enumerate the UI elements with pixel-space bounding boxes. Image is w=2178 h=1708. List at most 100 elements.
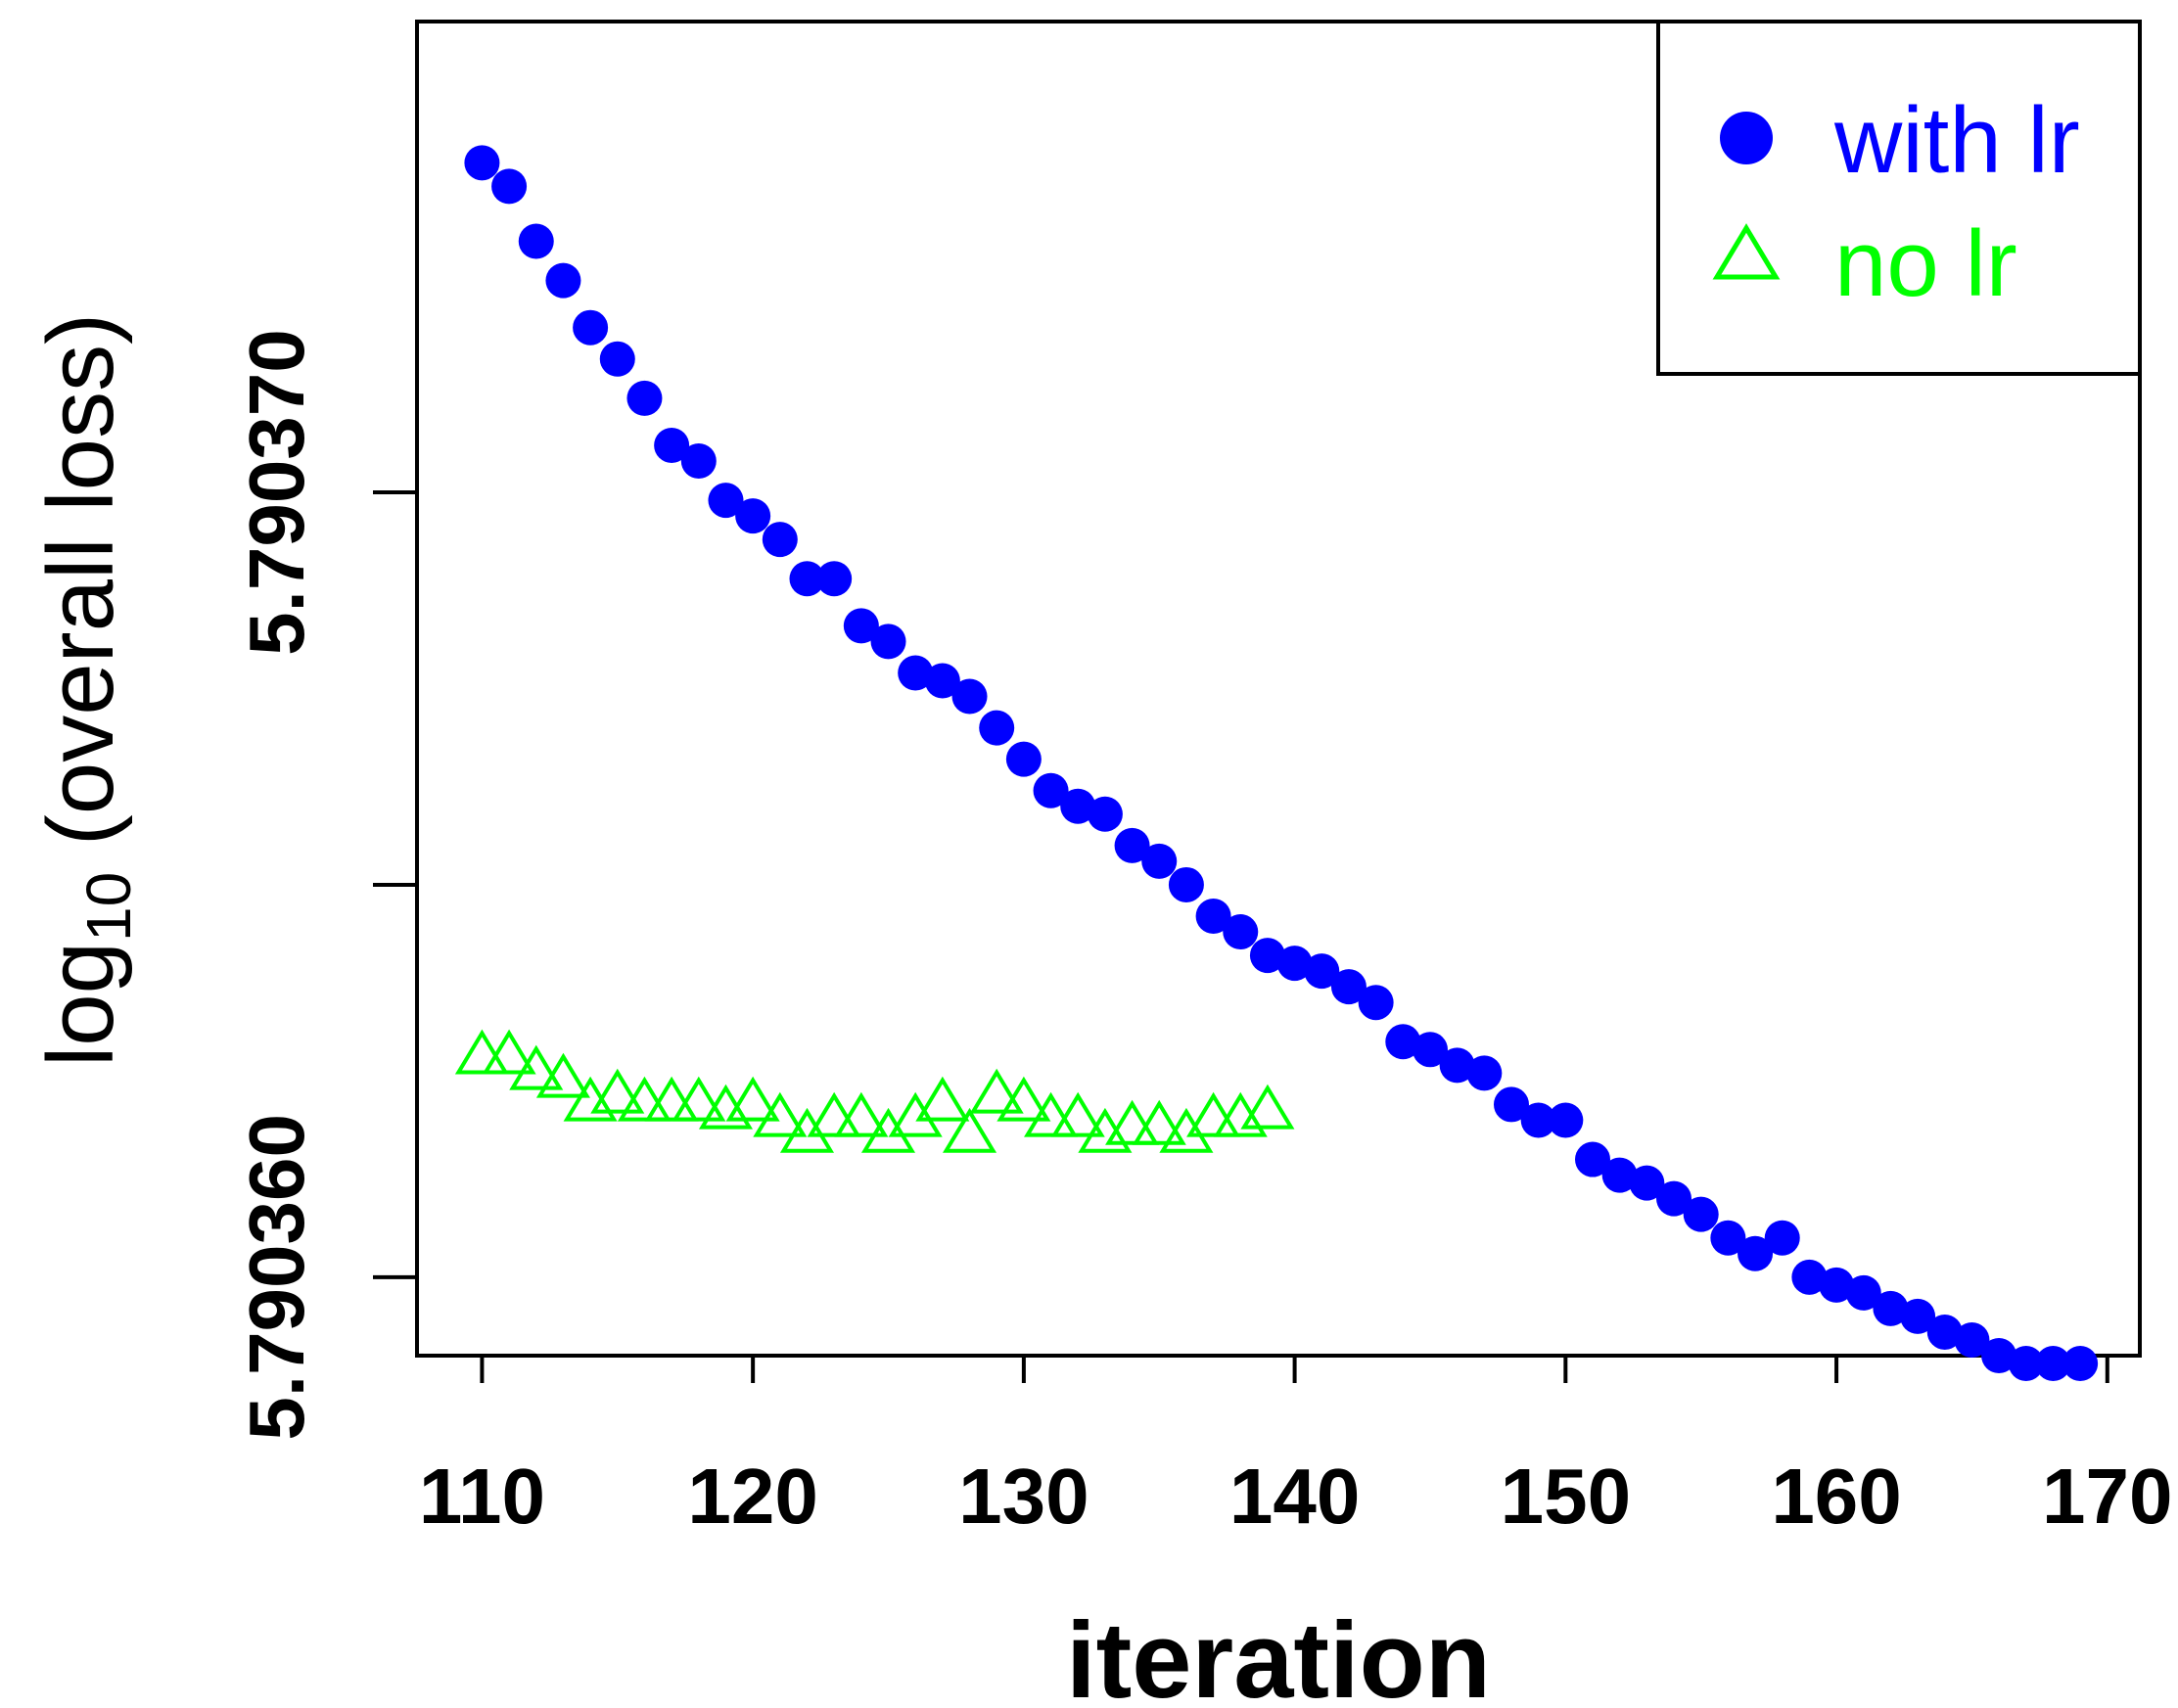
series-no-lr [454, 1029, 1295, 1153]
data-point [518, 223, 554, 259]
data-point [1548, 1102, 1584, 1138]
data-point [708, 483, 744, 519]
legend-label-with-lr: with lr [1833, 88, 2080, 193]
data-point [779, 1107, 835, 1153]
data-point [1195, 899, 1231, 935]
data-point [1358, 985, 1394, 1021]
data-point [1249, 938, 1285, 974]
data-point [1159, 1107, 1214, 1153]
data-point [1078, 1107, 1133, 1153]
data-point [491, 168, 528, 205]
data-point [1330, 969, 1367, 1005]
data-point [626, 380, 663, 416]
data-point [762, 522, 798, 558]
data-point [789, 561, 825, 597]
data-point [2035, 1346, 2071, 1382]
series-with-lr [464, 145, 2099, 1382]
data-point [1900, 1298, 1936, 1334]
y-axis-title-subscript: 10 [73, 872, 144, 942]
data-point [969, 1068, 1024, 1114]
data-point [1656, 1180, 1692, 1217]
data-point [1601, 1157, 1638, 1193]
data-point [1819, 1267, 1855, 1303]
data-point [680, 442, 717, 479]
data-point [951, 678, 988, 715]
data-point [482, 1029, 536, 1075]
data-point [1764, 1220, 1800, 1256]
data-point [1738, 1235, 1774, 1271]
data-point [2062, 1346, 2099, 1382]
legend-label-no-lr: no lr [1834, 211, 2017, 316]
y-tick-label: 5.790370 [233, 329, 320, 656]
data-point [1005, 741, 1042, 777]
data-point [1926, 1314, 1963, 1350]
x-tick-label: 140 [1229, 1453, 1360, 1540]
data-point [807, 1091, 861, 1137]
data-point [735, 498, 771, 534]
x-tick-label: 160 [1771, 1453, 1901, 1540]
data-point [545, 262, 581, 299]
data-point [1240, 1084, 1295, 1130]
data-point [1981, 1338, 2017, 1373]
data-point [1466, 1055, 1503, 1091]
data-point [1024, 1091, 1079, 1137]
data-point [870, 623, 906, 660]
data-point [1439, 1047, 1475, 1084]
data-point [1168, 866, 1204, 902]
data-point [1304, 953, 1340, 990]
data-point [1033, 772, 1069, 808]
data-point [563, 1076, 618, 1122]
x-tick-label: 110 [419, 1453, 545, 1540]
x-tick-label: 130 [958, 1453, 1089, 1540]
data-point [1186, 1091, 1241, 1137]
x-axis: 110 120 130 140 150 160 170 [419, 1356, 2173, 1540]
data-point [1105, 1099, 1160, 1145]
data-point [698, 1084, 754, 1130]
data-point [1276, 946, 1313, 982]
legend-box [1656, 20, 2142, 376]
data-point [915, 1076, 970, 1122]
data-point [1223, 914, 1259, 950]
y-axis-title-prefix: log [28, 942, 133, 1067]
legend: with lr no lr [1656, 20, 2142, 376]
data-point [860, 1107, 916, 1153]
data-point [1710, 1220, 1746, 1256]
series-layer [454, 145, 2099, 1382]
plot-frame [415, 20, 2142, 1358]
data-point [1132, 1099, 1186, 1145]
data-point [942, 1107, 997, 1153]
data-point [535, 1052, 590, 1098]
data-point [979, 710, 1015, 746]
data-point [1575, 1141, 1611, 1177]
data-point [454, 1029, 509, 1075]
data-point [816, 561, 853, 597]
data-point [1629, 1165, 1665, 1201]
data-point [1385, 1024, 1421, 1060]
legend-marker-with-lr [1720, 112, 1773, 164]
data-point [1873, 1290, 1909, 1326]
data-point [599, 341, 635, 377]
data-point [464, 145, 500, 181]
data-point [753, 1091, 808, 1137]
data-point [1954, 1321, 1990, 1358]
data-point [1683, 1196, 1719, 1232]
data-point [1060, 788, 1096, 824]
y-axis: 5.790360 5.790370 [233, 329, 417, 1441]
data-point [843, 608, 879, 644]
data-point [654, 427, 690, 463]
data-point [924, 663, 960, 699]
x-tick-label: 150 [1501, 1453, 1631, 1540]
data-point [2008, 1346, 2044, 1382]
data-point [644, 1076, 699, 1122]
data-point [573, 309, 609, 346]
data-point [1520, 1102, 1556, 1138]
data-point [1087, 796, 1123, 832]
data-point [725, 1076, 780, 1122]
x-tick-label: 170 [2042, 1453, 2172, 1540]
data-point [996, 1076, 1051, 1122]
data-point [1791, 1259, 1828, 1295]
legend-marker-no-lr [1712, 223, 1781, 280]
data-point [1050, 1091, 1105, 1137]
data-point [509, 1044, 564, 1090]
